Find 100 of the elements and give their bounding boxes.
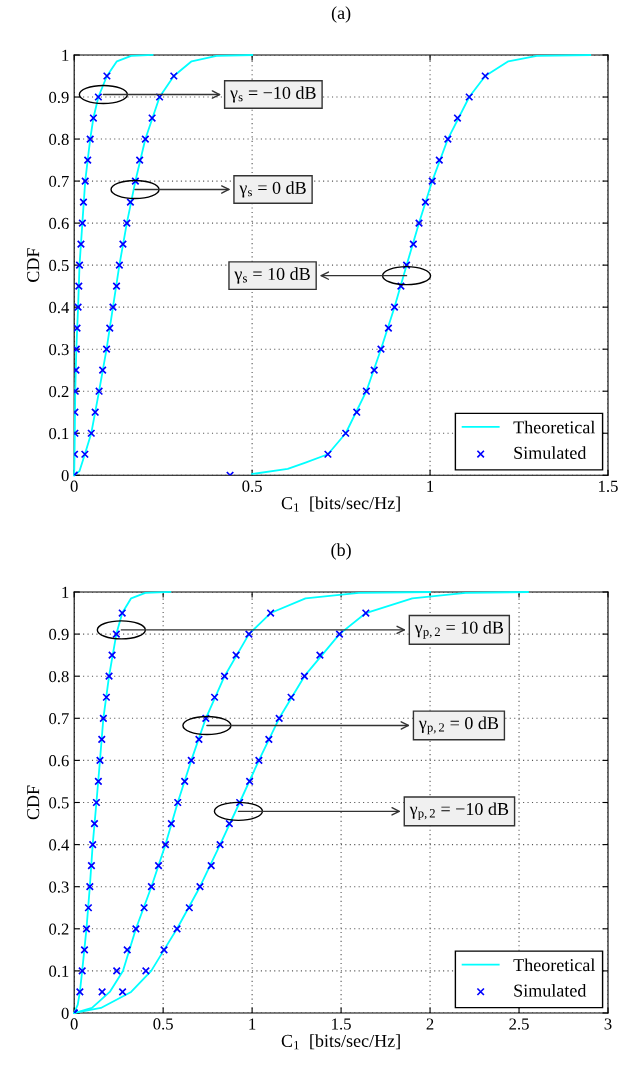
point xyxy=(361,608,370,618)
point xyxy=(135,155,144,165)
point xyxy=(97,735,106,744)
y-tick-label: 0 xyxy=(61,1007,69,1019)
point xyxy=(194,735,204,744)
annotation: γ$_{s}$ = 10 dB xyxy=(234,267,310,284)
x-tick-label: 0.5 xyxy=(242,480,262,492)
point xyxy=(126,197,135,207)
point xyxy=(195,882,205,891)
point xyxy=(154,861,163,870)
point xyxy=(79,197,88,207)
point xyxy=(187,756,196,765)
point xyxy=(185,903,194,912)
point xyxy=(74,303,83,312)
point xyxy=(264,735,273,744)
y-tick-label: 0.8 xyxy=(49,670,69,683)
point xyxy=(180,777,189,786)
chart-title: (a) xyxy=(331,6,351,23)
point xyxy=(409,240,418,249)
point xyxy=(266,608,275,618)
y-tick-label: 0.5 xyxy=(49,797,69,809)
point xyxy=(173,798,182,807)
y-axis-title: CDF xyxy=(27,248,40,282)
y-tick-label: 0 xyxy=(61,469,69,482)
point xyxy=(315,651,325,660)
x-axis-title: C$_{1}$ [bits/sec/Hz] xyxy=(281,496,400,512)
legend-label: Theoretical xyxy=(513,420,595,434)
point xyxy=(421,197,430,207)
point xyxy=(362,387,371,396)
point xyxy=(102,345,111,354)
point xyxy=(390,303,399,312)
point xyxy=(84,903,93,912)
point xyxy=(169,71,178,81)
point xyxy=(104,672,114,681)
y-tick-label: 0.3 xyxy=(49,881,69,893)
point xyxy=(254,756,263,765)
point xyxy=(201,714,210,723)
y-tick-label: 0.8 xyxy=(49,133,69,146)
point xyxy=(83,155,92,165)
point xyxy=(98,366,107,375)
point xyxy=(396,282,405,291)
point xyxy=(352,408,361,417)
point xyxy=(94,387,104,396)
y-tick-label: 0.1 xyxy=(49,965,69,977)
point xyxy=(244,630,254,639)
point xyxy=(87,429,96,438)
point xyxy=(80,450,89,459)
point xyxy=(105,324,114,333)
y-tick-label: 0.3 xyxy=(49,343,69,356)
point xyxy=(85,882,94,891)
x-tick-label: 1.5 xyxy=(599,480,618,492)
point xyxy=(147,882,156,891)
x-tick-label: 0 xyxy=(70,480,78,492)
point xyxy=(95,756,105,765)
point xyxy=(112,282,121,291)
point xyxy=(107,651,117,660)
point xyxy=(341,429,350,438)
point xyxy=(172,924,182,933)
x-tick-label: 1 xyxy=(249,1018,256,1030)
point xyxy=(376,345,386,354)
y-tick-label: 0.5 xyxy=(49,259,69,272)
point xyxy=(435,155,444,165)
annotation: γ$_{s}$ = 0 dB xyxy=(239,181,306,198)
point xyxy=(86,134,95,144)
legend-label: Theoretical xyxy=(513,958,595,972)
point xyxy=(275,714,284,723)
point xyxy=(402,261,411,270)
point xyxy=(90,819,99,828)
point xyxy=(155,92,164,102)
point xyxy=(91,408,100,417)
point xyxy=(210,693,219,702)
point xyxy=(225,819,234,828)
point xyxy=(118,608,127,618)
point xyxy=(167,819,176,828)
point xyxy=(99,714,108,723)
point xyxy=(118,987,127,997)
annotation: γ$_{p,2}$ = −10 dB xyxy=(409,802,509,821)
point xyxy=(112,966,121,975)
y-tick-label: 0.9 xyxy=(49,628,69,641)
point xyxy=(453,113,462,123)
point xyxy=(122,219,131,228)
chart-title: (b) xyxy=(331,543,351,560)
point xyxy=(414,219,424,228)
y-tick-label: 0.2 xyxy=(49,385,69,398)
point xyxy=(232,651,241,660)
point xyxy=(286,693,296,702)
point xyxy=(443,134,452,144)
point xyxy=(131,924,141,933)
point xyxy=(220,672,229,681)
point xyxy=(140,903,149,912)
point xyxy=(481,71,490,81)
point xyxy=(300,672,309,681)
point xyxy=(80,945,89,954)
x-tick-label: 0 xyxy=(70,1018,78,1030)
point xyxy=(89,113,98,123)
point xyxy=(94,777,103,786)
point xyxy=(235,798,244,807)
point xyxy=(75,261,84,270)
y-tick-label: 0.1 xyxy=(49,427,69,440)
y-tick-label: 0.6 xyxy=(49,755,69,767)
